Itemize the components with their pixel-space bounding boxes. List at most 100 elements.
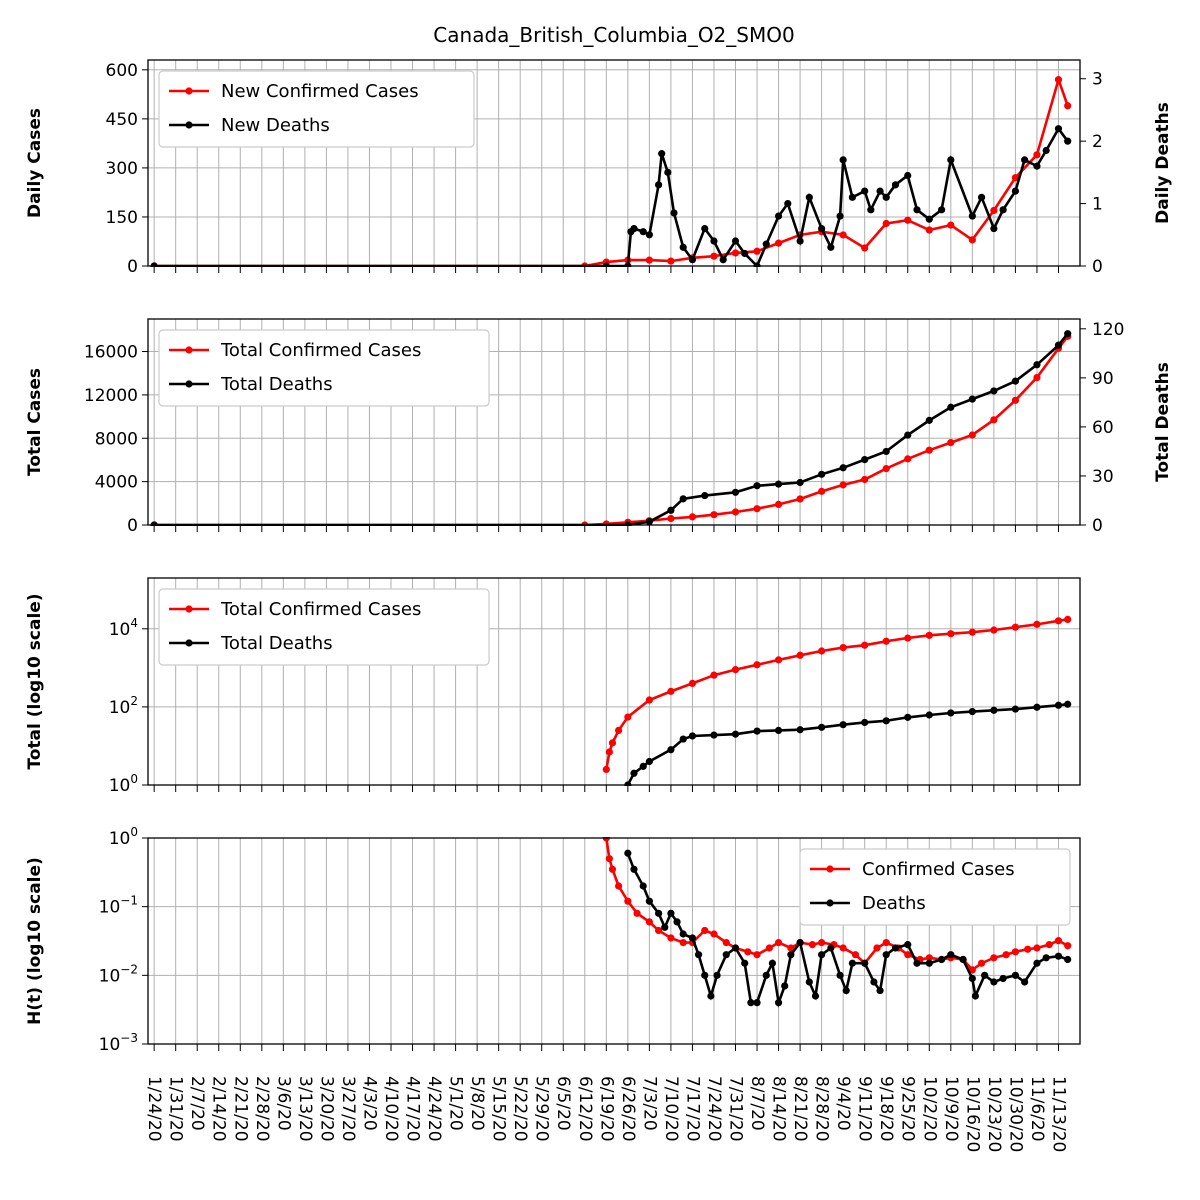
y-tick-label: 450 [106,110,138,130]
y-tick-label: 100 [109,825,138,849]
data-point [805,978,813,986]
data-point [947,403,955,411]
data-point [1011,187,1020,195]
x-tick-label: 10/16/20 [962,1076,982,1152]
data-point [1011,174,1020,182]
data-point [904,431,912,439]
data-point [731,249,740,257]
data-point [913,206,921,214]
x-tick-label: 7/17/20 [682,1076,702,1142]
data-point [710,731,718,739]
data-point [818,224,826,233]
data-point [667,909,675,917]
x-tick-label: 1/24/20 [144,1076,164,1142]
data-point [839,644,847,652]
data-point [1011,948,1020,956]
x-tick-label: 2/7/20 [187,1076,207,1131]
y-tick-label: 102 [109,694,138,718]
y-tick-label: 4000 [95,473,138,493]
data-point [710,237,718,245]
data-point [990,387,998,395]
data-point [774,656,783,664]
data-point [679,495,687,503]
data-point [630,769,638,777]
legend-marker [185,87,193,95]
data-point [624,897,632,905]
legend: New Confirmed Cases New Deaths [158,70,475,148]
data-point [744,948,752,956]
data-point [787,944,795,952]
data-point [1011,377,1020,385]
data-point [839,721,847,729]
data-point [1033,620,1041,628]
data-point [673,918,681,926]
x-tick-label: 6/19/20 [596,1076,616,1142]
data-point [774,726,783,735]
data-point [658,150,666,158]
data-point [670,209,678,217]
data-point [999,206,1007,214]
data-point [731,237,740,245]
data-point [977,193,986,201]
x-tick-label: 7/31/20 [725,1076,745,1142]
x-tick-label: 2/21/20 [230,1076,250,1142]
y-tick-label: 16000 [84,343,138,363]
data-point [1021,978,1029,986]
x-tick-label: 8/28/20 [812,1076,832,1142]
data-point [947,221,955,229]
data-point [818,723,826,731]
x-tick-label: 3/6/20 [273,1076,293,1131]
data-point [990,206,998,215]
y-tick-label: 0 [127,516,138,536]
data-point [904,634,912,642]
data-point [1011,396,1020,404]
data-point [710,511,718,519]
data-point [925,954,933,962]
data-point [781,982,789,990]
legend-marker [826,899,834,907]
x-tick-label: 11/6/20 [1027,1076,1047,1142]
data-point [1054,125,1063,133]
data-point [925,416,933,424]
data-point [645,256,653,264]
series-deaths [624,849,1072,1008]
data-point [818,938,826,947]
data-point [839,464,847,472]
data-point [645,696,653,704]
data-point [661,923,669,931]
data-point [1064,700,1072,708]
data-point [1064,330,1072,338]
data-point [1024,945,1032,953]
y2-tick-label: 0 [1092,257,1103,277]
data-point [947,439,955,447]
data-point [1064,942,1072,950]
data-point [645,757,653,766]
data-point [667,506,675,514]
y2-tick-label: 3 [1092,70,1103,90]
legend: Total Confirmed Cases Total Deaths [158,329,490,407]
data-point [968,966,976,974]
data-point [925,711,933,719]
x-tick-label: 6/12/20 [575,1076,595,1142]
plot-frame [147,577,1081,786]
legend-label-cases: New Confirmed Cases [221,81,419,102]
data-point [1011,971,1020,979]
data-point [667,514,675,523]
data-point [645,897,653,905]
data-point [891,181,900,189]
x-tick-label: 5/22/20 [510,1076,530,1142]
y2-tick-label: 0 [1092,516,1103,536]
data-point [861,641,869,649]
data-point [1042,146,1050,155]
series-deaths [624,700,1072,786]
legend-label-cases: Total Confirmed Cases [220,340,421,361]
data-point [615,726,623,735]
data-point [667,687,675,695]
series-deaths [150,330,1072,526]
data-point [719,256,727,264]
plot-frame [147,318,1081,526]
data-point [808,941,816,949]
panel-3: Total (log10 scale) Total Confirmed Cases… [25,577,1081,792]
data-point [1033,944,1041,952]
